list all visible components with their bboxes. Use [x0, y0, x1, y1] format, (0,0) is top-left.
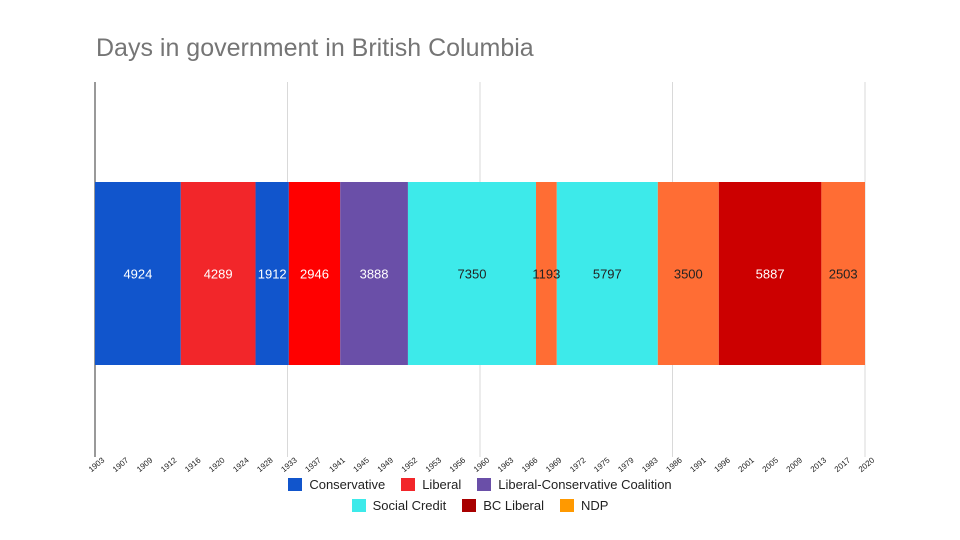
- legend-swatch: [401, 478, 416, 491]
- x-tick-label: 1920: [207, 455, 227, 474]
- bar-segment: [407, 182, 537, 365]
- data-label: 4289: [204, 267, 233, 282]
- data-label: 5887: [756, 267, 785, 282]
- bar-segment: [180, 182, 256, 365]
- legend-item: Liberal-Conservative Coalition: [477, 477, 672, 492]
- x-tick-label: 1969: [544, 455, 564, 474]
- x-tick-label: 1972: [568, 455, 588, 474]
- legend-item: NDP: [559, 498, 609, 513]
- legend-swatch: [477, 478, 492, 491]
- data-label: 1193: [532, 267, 560, 282]
- x-tick-label: 2005: [761, 455, 781, 474]
- legend-label: BC Liberal: [483, 498, 544, 513]
- x-tick-label: 2013: [809, 455, 829, 474]
- x-tick-label: 1912: [159, 455, 179, 474]
- legend-row-1: Conservative Liberal Liberal-Conservative …: [0, 477, 960, 492]
- data-label: 4924: [123, 267, 152, 282]
- bar-segment: [288, 182, 341, 365]
- x-tick-label: 1956: [448, 455, 468, 474]
- x-tick-label: 1996: [712, 455, 732, 474]
- x-tick-label: 1960: [472, 455, 492, 474]
- legend-swatch: [288, 478, 303, 491]
- x-tick-label: 1907: [111, 455, 131, 474]
- x-axis-ticks: 1903 1907 1909 1912 1916 1920 1924 1928 1933 1937…: [87, 455, 877, 474]
- x-tick-label: 2009: [785, 455, 805, 474]
- legend-swatch: [462, 499, 477, 512]
- data-label: 2946: [300, 267, 329, 282]
- legend-row-2: Social Credit BC Liberal NDP: [0, 498, 960, 513]
- legend-label: NDP: [580, 498, 609, 513]
- legend-item: BC Liberal: [462, 498, 544, 513]
- x-tick-label: 1975: [592, 455, 612, 474]
- x-tick-label: 2001: [737, 455, 757, 474]
- legend-label: Conservative: [309, 477, 386, 492]
- bar-segments: [95, 182, 865, 365]
- x-tick-label: 1979: [616, 455, 636, 474]
- x-tick-label: 2020: [857, 455, 877, 474]
- data-label: 1912: [258, 267, 287, 282]
- x-tick-label: 1916: [183, 455, 203, 474]
- legend-item: Social Credit: [351, 498, 447, 513]
- bar-segment: [556, 182, 658, 365]
- x-tick-label: 1963: [496, 455, 516, 474]
- data-label: 2503: [829, 267, 858, 282]
- x-tick-label: 1924: [231, 455, 251, 474]
- bar-segment: [718, 182, 822, 365]
- bar-segment: [536, 182, 557, 365]
- bar-segment: [821, 182, 865, 365]
- chart-title: Days in government in British Columbia: [96, 34, 534, 62]
- legend-label: Liberal-Conservative Coalition: [498, 477, 672, 492]
- legend-item: Liberal: [401, 477, 461, 492]
- x-tick-label: 1953: [424, 455, 444, 474]
- data-label: 7350: [458, 267, 487, 282]
- bar-segment: [340, 182, 408, 365]
- x-tick-label: 1949: [376, 455, 396, 474]
- x-tick-label: 1937: [303, 455, 323, 474]
- x-tick-label: 1928: [255, 455, 275, 474]
- x-tick-label: 1941: [327, 455, 347, 474]
- data-label: 3500: [674, 267, 703, 282]
- legend-label: Liberal: [422, 477, 462, 492]
- x-tick-label: 1952: [400, 455, 420, 474]
- x-tick-label: 1986: [664, 455, 684, 474]
- x-tick-label: 1945: [352, 455, 372, 474]
- x-tick-label: 2017: [833, 455, 853, 474]
- data-labels: 4924 4289 1912 2946 3888 7350 1193 5797 3500 5887…: [123, 267, 857, 282]
- x-tick-label: 1966: [520, 455, 540, 474]
- bar-segment: [657, 182, 719, 365]
- x-tick-label: 1991: [688, 455, 708, 474]
- legend-item: Conservative: [288, 477, 385, 492]
- data-label: 5797: [593, 267, 622, 282]
- x-tick-label: 1933: [279, 455, 299, 474]
- legend-label: Social Credit: [372, 498, 447, 513]
- legend-swatch: [559, 499, 574, 512]
- bar-segment: [255, 182, 289, 365]
- data-label: 3888: [360, 267, 389, 282]
- x-tick-label: 1903: [87, 455, 107, 474]
- x-tick-label: 1909: [135, 455, 155, 474]
- bar-segment: [95, 182, 181, 365]
- x-tick-label: 1983: [640, 455, 660, 474]
- legend-swatch: [351, 499, 366, 512]
